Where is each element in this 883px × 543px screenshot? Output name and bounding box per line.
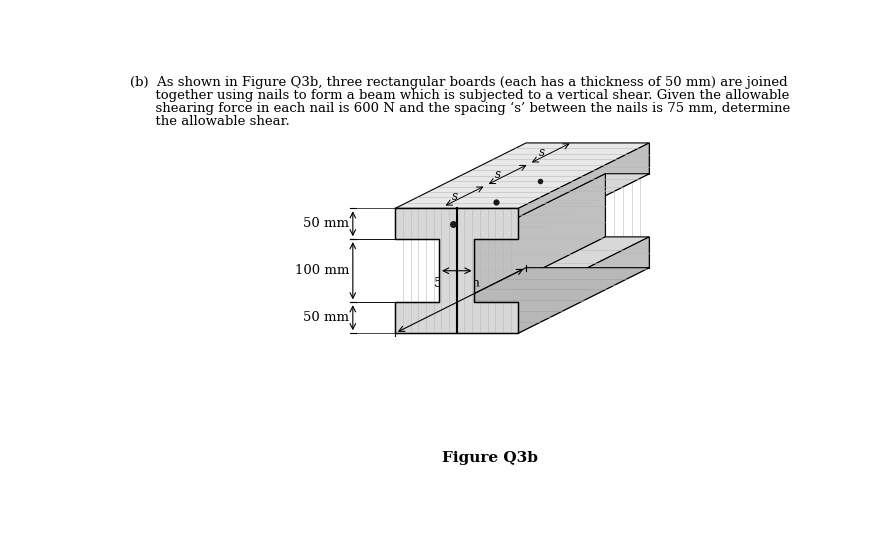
Polygon shape: [396, 143, 649, 209]
Text: 50 mm: 50 mm: [303, 217, 349, 230]
Text: Figure Q3b: Figure Q3b: [442, 451, 538, 465]
Text: shearing force in each nail is 600 N and the spacing ‘s’ between the nails is 75: shearing force in each nail is 600 N and…: [130, 102, 789, 115]
Polygon shape: [474, 174, 606, 302]
Polygon shape: [474, 174, 649, 239]
Text: 150 mm: 150 mm: [437, 314, 492, 327]
Polygon shape: [518, 143, 649, 239]
Polygon shape: [526, 143, 649, 268]
Polygon shape: [396, 209, 518, 333]
Text: 100 mm: 100 mm: [295, 264, 349, 277]
Polygon shape: [396, 268, 649, 333]
Text: 50 mm: 50 mm: [303, 311, 349, 324]
Text: s: s: [539, 147, 545, 160]
Text: together using nails to form a beam which is subjected to a vertical shear. Give: together using nails to form a beam whic…: [130, 89, 789, 102]
Polygon shape: [474, 237, 649, 302]
Text: (b)  As shown in Figure Q3b, three rectangular boards (each has a thickness of 5: (b) As shown in Figure Q3b, three rectan…: [130, 76, 787, 89]
Polygon shape: [518, 237, 649, 333]
Text: 50 mm: 50 mm: [434, 277, 479, 290]
Text: s: s: [495, 168, 502, 181]
Text: the allowable shear.: the allowable shear.: [130, 115, 290, 128]
Text: s: s: [452, 190, 458, 203]
